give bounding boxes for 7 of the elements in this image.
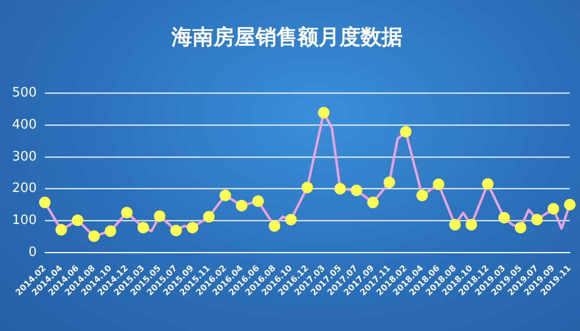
y-tick-label: 400 (12, 117, 37, 132)
y-tick-label: 500 (12, 86, 37, 101)
chart-title: 海南房屋销售额月度数据 (170, 25, 402, 50)
y-tick-label: 300 (12, 149, 37, 164)
y-tick-label: 100 (12, 212, 37, 228)
y-tick-label: 200 (12, 181, 37, 196)
y-tick-label: 0 (28, 244, 37, 260)
